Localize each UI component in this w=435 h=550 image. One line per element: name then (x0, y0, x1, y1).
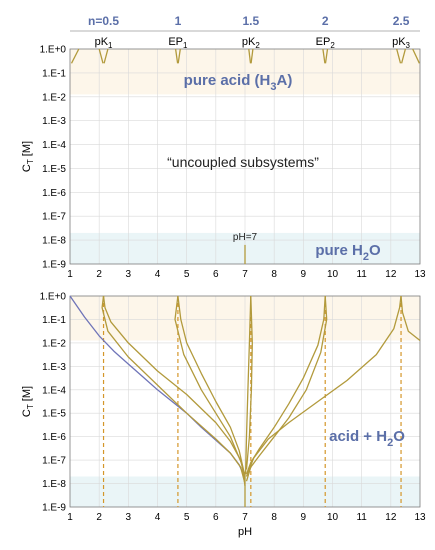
x-tick-label: 1 (67, 512, 73, 523)
y-tick-label: 1.E-1 (42, 315, 66, 326)
y-tick-label: 1.E-2 (42, 338, 66, 349)
x-tick-label: 7 (242, 269, 248, 280)
x-tick-label: 12 (385, 269, 397, 280)
annotation-pure-water: pure H2O (315, 242, 381, 263)
series-line (250, 48, 254, 64)
y-tick-label: 1.E-9 (42, 503, 66, 514)
annotation-uncoupled: “uncoupled subsystems” (167, 154, 319, 170)
y-tick-label: 1.E-3 (42, 116, 66, 127)
x-tick-label: 6 (213, 512, 219, 523)
grid (69, 48, 421, 265)
marker-label: EP1 (168, 36, 188, 50)
top-panel: 1.E+0 1.E-1 1.E-2 1.E-3 1.E-4 1.E-5 1.E-6 1.E-7… (21, 45, 426, 281)
x-tick-label: 11 (356, 269, 367, 280)
top-axis: n=0.5 1 1.5 2 2.5 pK1 EP1 pK2 EP2 pK3 (70, 14, 420, 50)
series-line (174, 48, 179, 64)
y-tick-label: 1.E-2 (42, 92, 66, 103)
x-tick-label: 9 (301, 512, 307, 523)
annotation-pure-acid: pure acid (H3A) (184, 72, 293, 93)
series-line (245, 295, 402, 477)
x-tick-label: 1 (67, 269, 73, 280)
x-tick-label: 3 (126, 269, 132, 280)
x-tick-label: 4 (155, 269, 161, 280)
series-line (322, 48, 326, 64)
x-tick-label: 8 (271, 269, 277, 280)
bottom-panel: 1.E+0 1.E-1 1.E-2 1.E-3 1.E-4 1.E-5 1.E-6 1.E-7… (21, 292, 426, 539)
series-line (177, 48, 181, 64)
degree-of-neutralization-ticks: n=0.5 1 1.5 2 2.5 (70, 14, 420, 32)
y-tick-label: 1.E-8 (42, 479, 66, 490)
marker-label: pK1 (95, 36, 113, 50)
x-tick-label: 4 (155, 512, 161, 523)
y-tick-label: 1.E-6 (42, 432, 66, 443)
x-tick-label: 5 (184, 512, 190, 523)
series-line (412, 48, 420, 64)
series-line (101, 295, 246, 484)
series-line (70, 48, 80, 64)
x-tick-label: 13 (414, 512, 426, 523)
series-line (248, 48, 252, 64)
x-tick-label: 13 (414, 269, 426, 280)
x-axis-label: pH (238, 526, 252, 538)
series-line (98, 48, 104, 64)
y-tick-label: 1.E-7 (42, 456, 66, 467)
series-line (244, 295, 252, 475)
x-tick-label: 11 (356, 512, 367, 523)
y-tick-label: 1.E-6 (42, 188, 66, 199)
series-line (396, 48, 402, 64)
series-line (324, 48, 329, 64)
y-axis-label: CT [M] (21, 386, 35, 417)
y-tick-label: 1.E-9 (42, 260, 66, 271)
y-tick-label: 1.E-5 (42, 409, 66, 420)
y-axis-label: CT [M] (21, 141, 35, 172)
n-tick-label: 2.5 (393, 14, 410, 28)
series-line (174, 295, 246, 486)
n-tick-label: n=0.5 (88, 14, 119, 28)
y-tick-label: 1.E-8 (42, 236, 66, 247)
marker-label: EP2 (316, 36, 336, 50)
x-tick-label: 3 (126, 512, 132, 523)
y-tick-label: 1.E-5 (42, 164, 66, 175)
x-tick-label: 6 (213, 269, 219, 280)
series-line (400, 48, 407, 64)
x-tick-label: 10 (327, 512, 339, 523)
x-tick-label: 2 (96, 512, 102, 523)
n-tick-label: 1 (175, 14, 182, 28)
x-tick-label: 2 (96, 269, 102, 280)
y-tick-label: 1.E+0 (40, 292, 67, 303)
n-tick-label: 1.5 (242, 14, 259, 28)
y-tick-label: 1.E-3 (42, 362, 66, 373)
series-line (245, 295, 328, 482)
x-tick-label: 9 (301, 269, 307, 280)
marker-label: pK3 (392, 36, 410, 50)
marker-label: pK2 (242, 36, 260, 50)
y-tick-label: 1.E-4 (42, 385, 66, 396)
pk-ep-markers: pK1 EP1 pK2 EP2 pK3 (95, 36, 411, 50)
series-line (103, 48, 109, 64)
y-tick-label: 1.E-4 (42, 140, 66, 151)
series-line (102, 295, 246, 480)
x-tick-label: 8 (271, 512, 277, 523)
annotation-acid-water: acid + H2O (329, 428, 405, 449)
x-tick-label: 10 (327, 269, 339, 280)
series-line (177, 295, 246, 477)
y-axis-label-text: CT [M] (21, 386, 35, 417)
series-line (400, 295, 421, 342)
y-tick-label: 1.E-1 (42, 68, 66, 79)
x-tick-label: 5 (184, 269, 190, 280)
y-tick-label: 1.E-7 (42, 212, 66, 223)
x-tick-label: 7 (242, 512, 248, 523)
series-line (245, 295, 253, 470)
y-axis-label-text: CT [M] (21, 141, 35, 172)
y-tick-label: 1.E+0 (40, 45, 67, 56)
n-tick-label: 2 (322, 14, 329, 28)
x-tick-label: 12 (385, 512, 397, 523)
annotation-ph7: pH=7 (233, 232, 258, 243)
